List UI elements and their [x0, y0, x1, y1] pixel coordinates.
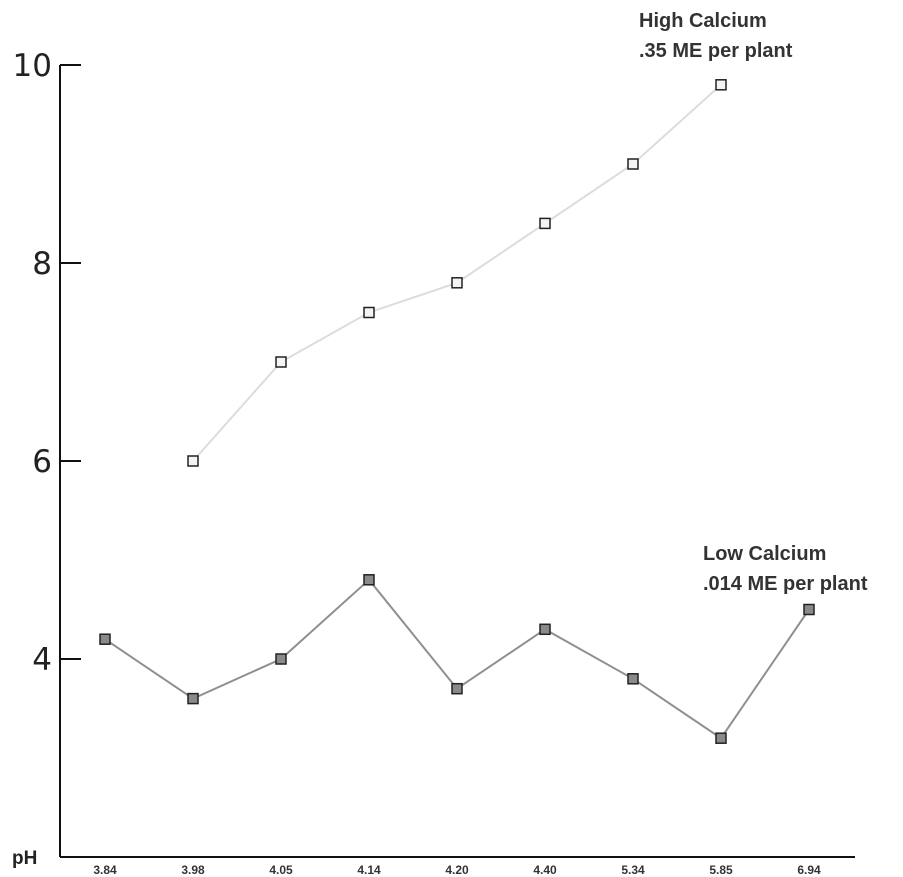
data-point-high-calcium-4.14: [363, 306, 375, 319]
data-point-low-calcium-4.40: [539, 623, 551, 636]
x-tick-label-3.84: 3.84: [93, 863, 117, 877]
data-point-high-calcium-4.05: [275, 356, 287, 368]
series-lines: [104, 84, 810, 740]
data-point-low-calcium-5.34: [627, 673, 639, 685]
series-label-low-calcium-line-2: .014 ME per plant: [703, 573, 868, 595]
x-tick-label-4.40: 4.40: [533, 863, 557, 877]
series-line-low-calcium: [104, 578, 810, 740]
series-label-low-calcium: Low Calcium .014 ME per plant: [703, 543, 868, 595]
data-point-low-calcium-5.85: [715, 732, 727, 744]
x-tick-label-3.98: 3.98: [181, 863, 205, 877]
series-label-high-calcium-line-2: .35 ME per plant: [639, 40, 793, 62]
series-label-high-calcium: High Calcium .35 ME per plant: [639, 10, 793, 62]
x-axis-title: pH: [12, 848, 37, 869]
data-point-low-calcium-3.84: [99, 633, 111, 645]
data-point-low-calcium-3.98: [187, 692, 199, 705]
x-ticks: 3.84 3.98 4.05 4.14 4.20 4.40 5.34 5.85 6.94: [93, 863, 821, 877]
x-tick-label-5.85: 5.85: [709, 863, 733, 877]
data-point-high-calcium-4.40: [539, 217, 551, 230]
data-point-high-calcium-3.98: [187, 455, 199, 467]
series-label-high-calcium-line-1: High Calcium: [639, 10, 767, 32]
series-label-low-calcium-line-1: Low Calcium: [703, 543, 826, 565]
series-line-high-calcium: [192, 84, 722, 462]
data-point-low-calcium-4.05: [275, 653, 287, 665]
data-point-low-calcium-4.20: [451, 682, 463, 695]
data-point-low-calcium-4.14: [363, 574, 375, 586]
x-tick-label-5.34: 5.34: [621, 863, 645, 877]
y-tick-label-6: 6: [32, 444, 52, 480]
y-tick-label-8: 8: [32, 246, 52, 282]
x-tick-label-4.05: 4.05: [269, 863, 293, 877]
y-tick-label-4: 4: [32, 642, 52, 678]
data-point-high-calcium-4.20: [451, 277, 463, 289]
x-tick-label-4.20: 4.20: [445, 863, 469, 877]
axes: [59, 65, 855, 858]
y-ticks: 4 6 8 10: [13, 48, 81, 678]
y-tick-label-10: 10: [13, 48, 52, 84]
x-tick-label-4.14: 4.14: [357, 863, 381, 877]
data-point-high-calcium-5.85: [715, 79, 727, 91]
series-markers: [99, 79, 815, 744]
data-point-high-calcium-5.34: [627, 158, 639, 170]
data-point-low-calcium-6.94: [803, 603, 815, 616]
x-tick-label-6.94: 6.94: [797, 863, 821, 877]
